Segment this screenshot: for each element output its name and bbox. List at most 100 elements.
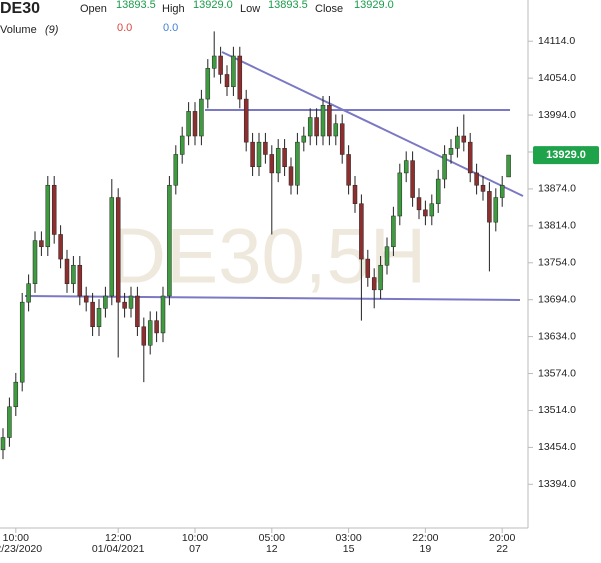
candle-body [403,160,409,174]
low-value: 13893.5 [268,0,308,11]
candle-body [19,301,25,383]
candle-body [199,98,204,137]
x-tick-label: 12 [266,543,278,555]
candle-body [499,184,505,198]
candle-body [352,184,358,204]
candle-body [371,277,377,291]
high-value: 13929.0 [193,0,233,11]
candle-body [128,295,134,309]
candle-body [275,148,281,174]
x-tick-label: 07 [189,543,201,555]
x-tick-label: 10:00 [3,532,29,544]
candle-body [231,55,236,88]
candle-body [160,295,166,334]
candle-body [7,406,12,438]
candle-body [391,215,396,248]
candle-body [218,55,223,75]
candle-body [39,240,44,248]
candle-body [122,301,127,309]
x-tick-label: 03:00 [335,532,361,544]
y-tick-label: 13814.0 [538,220,576,232]
candle-body [58,234,63,260]
volume-value: 0.0 [163,22,178,34]
y-tick-label: 14114.0 [538,35,575,47]
x-tick-label: 22 [496,543,508,555]
candle-body [461,135,467,143]
candle-body [455,135,460,149]
candle-body [192,111,198,137]
high-label: High [162,3,185,15]
symbol: DE30 [0,0,40,17]
y-tick-label: 14054.0 [538,72,576,84]
candle-body [154,320,159,334]
candle-body [467,141,473,174]
candle-body [474,172,479,186]
candle-body [147,320,153,346]
candle-body [71,264,76,284]
y-tick-label: 13634.0 [538,330,576,342]
x-tick-label: 20:00 [489,532,515,544]
candle-body [26,283,31,303]
candle-body [263,141,268,155]
candle-body [288,166,294,186]
candle-body [256,141,262,168]
candle-body [269,154,275,174]
candle-body [442,154,447,180]
candle-body [243,98,249,143]
candle-body [410,160,415,198]
candle-body [83,295,89,303]
low-label: Low [240,3,260,15]
candle-body [64,258,70,284]
candle-body [314,117,319,137]
candle-body [333,123,339,137]
candle-body [307,117,313,137]
candle-body [224,74,230,88]
candle-body [487,191,492,223]
candle-body [480,184,486,192]
candle-body [295,141,300,186]
candle-body [90,301,95,328]
x-tick-label: 12:00 [105,532,131,544]
candle-body [448,148,454,155]
candle-body [423,209,428,217]
x-tick-label: 10:00 [182,532,208,544]
y-tick-label: 13874.0 [538,183,576,195]
candle-body [167,184,172,297]
candle-body [327,104,332,137]
candle-body [237,55,243,100]
last-price-tag [533,146,599,165]
x-tick-label: 01/04/2021 [92,543,145,555]
volume-period: (9) [45,24,59,36]
volume-value: 0.0 [117,22,132,34]
candle-body [77,264,83,297]
y-tick-label: 13574.0 [538,367,576,379]
candle-body [13,381,19,408]
candle-body [359,203,364,260]
candle-body [205,68,211,100]
candle-body [0,437,6,451]
x-tick-label: 05:00 [259,532,285,544]
candle-body [493,197,499,223]
candle-body [416,197,422,211]
candle-body [186,111,191,137]
candle-body [365,258,371,278]
candle-body [429,203,435,217]
candle-body [320,104,326,137]
candle-body [211,55,217,69]
candle-body [435,178,441,204]
candle-body [135,295,140,328]
x-tick-label: 19 [420,543,432,555]
x-tick-label: 15 [343,543,355,555]
x-tick-label: 22:00 [412,532,438,544]
candle-body [179,135,185,155]
candle-body [115,197,121,303]
trend-line [221,51,524,197]
y-tick-label: 13514.0 [538,404,576,416]
open-label: Open [80,3,107,15]
y-tick-label: 13454.0 [538,441,576,453]
y-tick-label: 13754.0 [538,257,576,269]
candle-body [301,135,307,143]
candle-body [32,240,38,284]
candle-body [103,295,108,309]
